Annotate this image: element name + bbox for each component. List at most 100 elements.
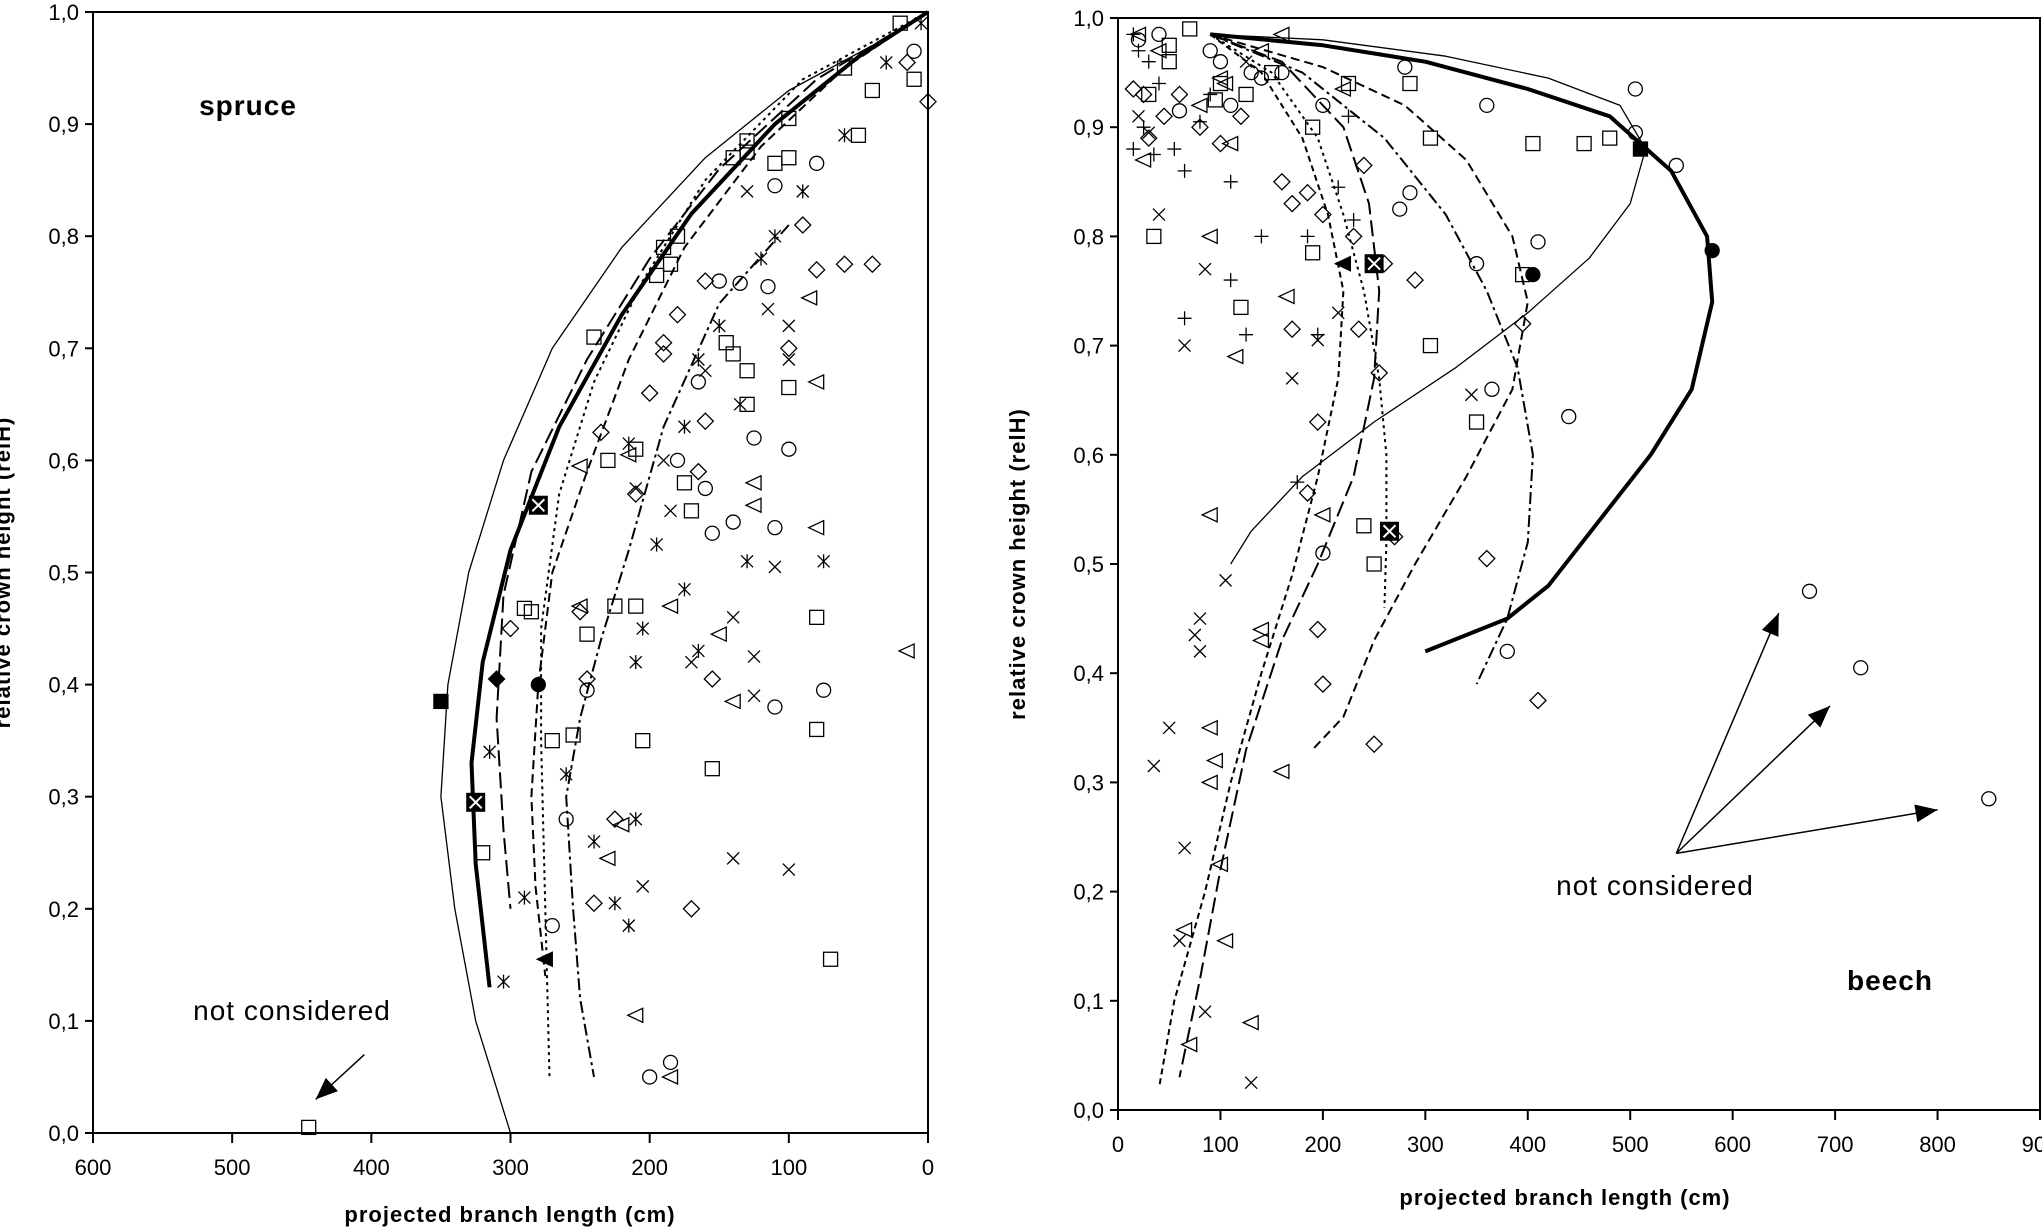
point-diamond <box>1308 413 1327 431</box>
point-square <box>1233 299 1249 316</box>
point-diamond <box>1298 183 1317 202</box>
point-x <box>1193 612 1207 626</box>
point-circle <box>1223 97 1239 114</box>
point-diamond <box>696 272 715 290</box>
point-x <box>782 319 796 333</box>
point-square <box>1602 130 1618 146</box>
point-square <box>739 363 755 379</box>
point-triangle-left <box>626 1007 644 1024</box>
point-star <box>517 890 531 905</box>
point-x <box>747 689 761 703</box>
point-x <box>747 650 761 664</box>
point-circle <box>1202 43 1218 59</box>
point-circle <box>704 525 720 541</box>
point-diamond <box>779 339 798 358</box>
point-star <box>691 352 705 367</box>
point-circle <box>1397 59 1413 75</box>
fit-curve-thin <box>440 11 929 1134</box>
point-diamond <box>1211 134 1230 153</box>
point-star <box>768 229 782 244</box>
point-square <box>1182 21 1198 37</box>
point-triangle-left <box>1200 506 1218 523</box>
point-square <box>628 598 644 614</box>
x-tick-label: 400 <box>353 1155 390 1180</box>
excluded-point <box>1801 583 1818 599</box>
point-diamond-filled <box>487 670 506 688</box>
point-diamond <box>682 899 701 918</box>
point-square <box>648 267 665 284</box>
point-x <box>1239 55 1253 69</box>
point-triangle-left <box>1190 97 1208 114</box>
point-triangle-left <box>1216 932 1234 949</box>
point-x <box>1178 841 1192 855</box>
point-circle-filled <box>530 676 546 693</box>
point-star <box>622 918 636 933</box>
point-triangle-left <box>1205 752 1223 769</box>
point-star <box>740 554 754 569</box>
y-tick-label: 0,1 <box>48 1009 79 1034</box>
fit-curve-dashed <box>1209 33 1529 751</box>
point-circle <box>1171 103 1188 119</box>
point-star <box>629 655 643 670</box>
excluded-point <box>1981 791 1997 807</box>
point-star <box>914 16 928 31</box>
point-star <box>622 436 636 451</box>
point-triangle-left-filled <box>1333 255 1352 272</box>
point-circle <box>579 682 595 698</box>
point-plus <box>1167 142 1182 157</box>
point-triangle-left <box>1134 151 1152 168</box>
fit-curve-thin <box>1210 33 1647 565</box>
annotation-arrow-head <box>315 1077 338 1100</box>
point-plus <box>1177 311 1192 326</box>
point-plus <box>1131 43 1146 58</box>
point-circle <box>1243 64 1259 81</box>
point-diamond <box>585 894 603 913</box>
point-diamond <box>1124 80 1143 98</box>
point-square <box>586 329 602 345</box>
point-square <box>1304 245 1321 261</box>
point-square <box>781 150 797 166</box>
point-diamond <box>1283 320 1302 339</box>
y-tick-label: 0,8 <box>48 224 79 249</box>
point-triangle-left <box>570 598 588 615</box>
point-triangle-left <box>1272 26 1290 43</box>
point-circle <box>662 1054 679 1071</box>
point-square <box>676 475 693 491</box>
point-triangle-left <box>570 457 588 475</box>
not-considered-label: not considered <box>1556 870 1754 901</box>
y-tick-label: 0,4 <box>1073 661 1104 686</box>
x-tick-label: 200 <box>631 1155 668 1180</box>
point-square <box>739 396 755 413</box>
point-circle <box>809 155 825 171</box>
point-diamond <box>668 305 687 324</box>
point-square <box>1525 135 1541 152</box>
point-circle <box>697 480 713 497</box>
point-square <box>1304 119 1321 135</box>
point-square <box>1161 37 1177 53</box>
point-diamond <box>578 670 596 688</box>
point-triangle-left <box>807 519 825 536</box>
point-x <box>1132 109 1145 123</box>
point-plus <box>1192 114 1207 129</box>
point-circle <box>906 43 922 59</box>
point-circle <box>1468 256 1485 272</box>
point-square <box>864 82 880 99</box>
point-diamond <box>1272 172 1291 191</box>
point-circle <box>544 917 560 934</box>
point-triangle-left <box>1251 42 1270 59</box>
annotation-arrow-line <box>1676 808 1938 855</box>
point-triangle-left <box>1241 1014 1259 1031</box>
y-tick-label: 0,4 <box>48 673 79 698</box>
point-diamond <box>1313 205 1332 224</box>
y-tick-label: 0,2 <box>48 897 79 922</box>
point-diamond <box>1365 735 1384 754</box>
point-star <box>817 554 831 569</box>
annotation-arrow-line <box>1675 612 1780 854</box>
point-circle <box>1484 381 1500 397</box>
point-circle <box>1479 97 1495 114</box>
point-diamond <box>696 412 715 431</box>
spruce-panel: 0,0 0,1 0,2 0,3 0,4 0,5 0,6 0,7 0,8 0,9 1,0 600 500 4… <box>0 0 937 1227</box>
x-tick-label: 400 <box>1509 1132 1546 1157</box>
point-square <box>1238 86 1254 103</box>
